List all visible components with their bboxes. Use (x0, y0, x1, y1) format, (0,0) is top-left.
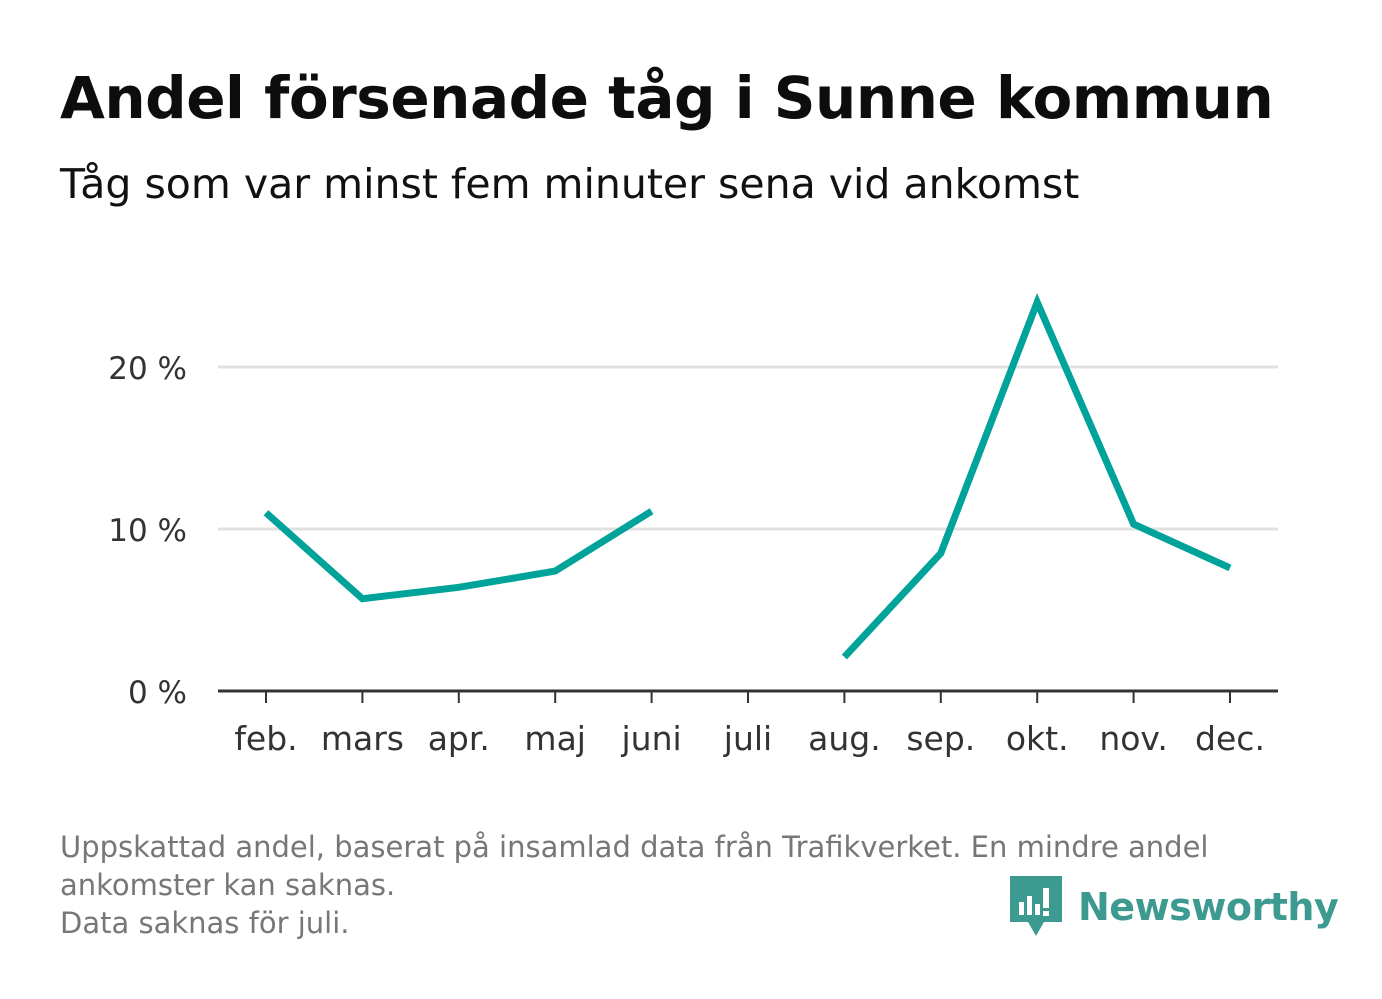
footnote-line: ankomster kan saknas. (60, 868, 396, 902)
y-tick-label: 20 % (108, 351, 187, 387)
y-tick-label: 10 % (108, 513, 187, 549)
x-tick-label: mars (321, 719, 404, 758)
newsworthy-logo-icon (1010, 876, 1062, 936)
brand-name: Newsworthy (1078, 885, 1339, 929)
chart-title: Andel försenade tåg i Sunne kommun (60, 64, 1274, 132)
gridlines (218, 365, 1278, 531)
x-tick-label: nov. (1099, 719, 1168, 758)
y-axis-tick-labels: 0 % 10 % 20 % (108, 351, 187, 711)
series-line (841, 292, 1232, 660)
footnote-line: Data saknas för juli. (60, 906, 350, 940)
y-tick-label: 0 % (128, 675, 187, 711)
x-tick-label: okt. (1006, 719, 1069, 758)
x-tick-label: feb. (234, 719, 297, 758)
brand-logo: Newsworthy (1010, 876, 1339, 938)
x-tick-label: sep. (906, 719, 975, 758)
footnote-line: Uppskattad andel, baserat på insamlad da… (60, 830, 1209, 864)
x-tick-label: apr. (428, 719, 490, 758)
x-tick-label: juni (621, 719, 682, 758)
x-axis (218, 689, 1278, 703)
x-tick-label: juli (723, 719, 772, 758)
x-tick-label: aug. (808, 719, 881, 758)
chart-subtitle: Tåg som var minst fem minuter sena vid a… (60, 160, 1080, 208)
footnote: Uppskattad andel, baserat på insamlad da… (60, 828, 1320, 942)
series-line (263, 508, 654, 603)
x-tick-label: maj (524, 719, 586, 758)
x-tick-label: dec. (1195, 719, 1265, 758)
data-series (263, 292, 1232, 660)
line-chart: 0 % 10 % 20 % feb. mars apr. maj juni juli aug. s… (108, 292, 1278, 758)
x-axis-tick-labels: feb. mars apr. maj juni juli aug. sep. okt. nov. d… (234, 719, 1265, 758)
